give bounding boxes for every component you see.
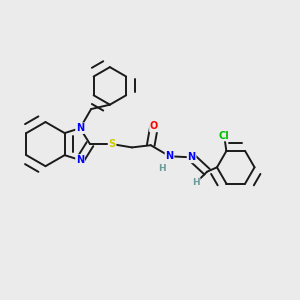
Text: H: H: [158, 164, 166, 173]
Text: N: N: [76, 123, 84, 133]
Text: Cl: Cl: [219, 130, 230, 141]
Text: S: S: [109, 139, 116, 149]
Text: N: N: [165, 151, 174, 161]
Text: N: N: [188, 152, 196, 162]
Text: O: O: [150, 122, 158, 131]
Text: N: N: [76, 155, 84, 165]
Text: H: H: [192, 178, 200, 187]
